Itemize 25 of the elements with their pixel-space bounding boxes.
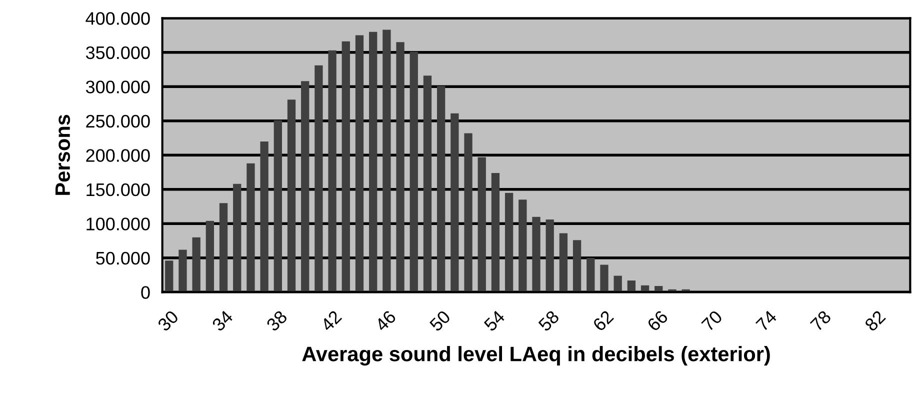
x-tick-label: 30 — [156, 310, 180, 332]
x-tick-label: 74 — [755, 310, 778, 332]
x-tick-label: 42 — [320, 310, 342, 332]
x-tick-label: 66 — [646, 310, 669, 332]
x-tick-label: 38 — [266, 310, 288, 332]
x-tick-label: 50 — [428, 310, 452, 332]
x-tick-label: 34 — [211, 310, 234, 332]
x-axis-title: Average sound level LAeq in decibels (exterior) — [302, 346, 770, 366]
y-tick-label: 100.000 — [86, 218, 150, 230]
x-tick-label: 62 — [592, 310, 614, 332]
x-tick-label: 82 — [864, 310, 886, 332]
y-tick-label: 350.000 — [86, 46, 150, 60]
x-tick-label: 46 — [374, 310, 397, 332]
y-tick-label: 50.000 — [96, 252, 150, 265]
y-axis-title: Persons — [56, 114, 70, 195]
x-tick-label: 78 — [810, 310, 832, 332]
y-tick-label: 400.000 — [86, 12, 150, 25]
x-tick-label: 54 — [483, 310, 506, 332]
y-tick-label: 200.000 — [86, 149, 150, 162]
x-tick-label: 58 — [538, 310, 560, 332]
x-tick-label: 70 — [700, 310, 724, 332]
y-tick-label: 250.000 — [86, 114, 150, 128]
y-tick-label: 150.000 — [86, 183, 150, 196]
y-tick-label: 0 — [141, 286, 150, 299]
y-tick-label: 300.000 — [86, 80, 150, 94]
